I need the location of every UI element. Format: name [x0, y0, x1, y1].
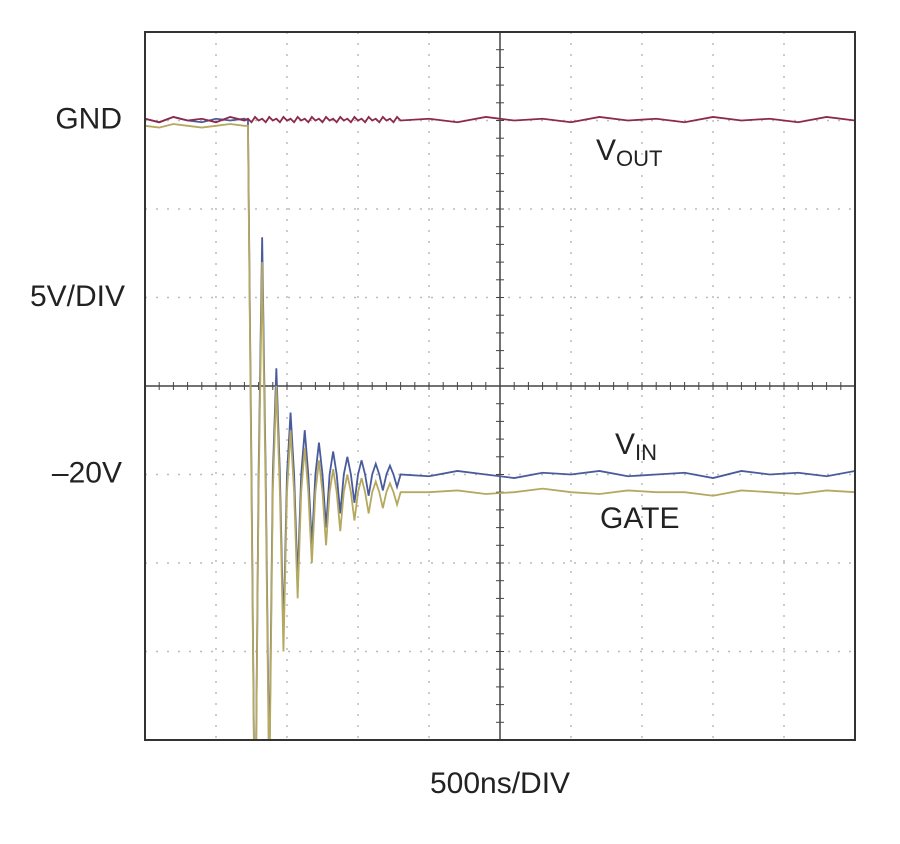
- trace-label: VOUT: [596, 134, 662, 171]
- trace-label: GATE: [600, 502, 679, 535]
- trace: [145, 115, 855, 124]
- y-tick-label: –20V: [52, 456, 122, 489]
- plot-frame: [144, 31, 856, 741]
- trace-label-name: V: [596, 134, 616, 167]
- y-tick-label: GND: [55, 102, 122, 135]
- trace-group: [145, 123, 855, 740]
- trace-label: VIN: [615, 428, 657, 465]
- trace-group: [145, 115, 855, 124]
- trace-label-sub: IN: [635, 440, 657, 465]
- x-axis-label: 500ns/DIV: [430, 767, 570, 800]
- trace-label-name: GATE: [600, 502, 679, 535]
- trace-label-name: V: [615, 428, 635, 461]
- trace-label-sub: OUT: [616, 146, 662, 171]
- trace: [145, 123, 855, 740]
- y-axis-label: 5V/DIV: [30, 280, 125, 313]
